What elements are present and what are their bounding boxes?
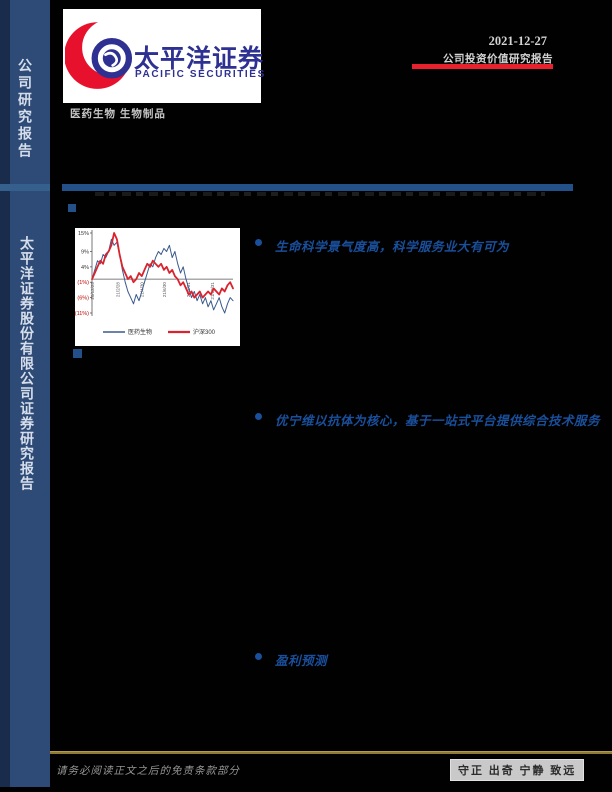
logo-chinese-name: 太平洋证券 — [134, 45, 265, 73]
svg-text:21/2/28: 21/2/28 — [115, 282, 120, 298]
svg-text:沪深300: 沪深300 — [193, 328, 216, 336]
bullet-dot-icon — [255, 653, 262, 660]
left-sidebar: 公司研究报告 太平洋证券股份有限公司证券研究报告 — [0, 0, 50, 787]
footer-motto-badge: 守正 出奇 宁静 致远 — [450, 759, 585, 781]
sidebar-report-category: 公司研究报告 — [16, 58, 31, 160]
svg-text:20/12/25: 20/12/25 — [90, 282, 95, 300]
svg-text:(6%): (6%) — [77, 296, 89, 302]
key-point-item: 生命科学景气度高，科学服务业大有可为 — [255, 236, 509, 255]
logo-english-name: PACIFIC SECURITIES — [135, 69, 266, 80]
company-logo-box: 太平洋证券 PACIFIC SECURITIES — [63, 9, 266, 103]
key-point-text: 优宁维以抗体为核心，基于一站式平台提供综合技术服务 — [275, 414, 601, 428]
industry-label: 医药生物 生物制品 — [70, 108, 166, 120]
svg-text:4%: 4% — [81, 265, 89, 271]
footer-disclaimer: 请务必阅读正文之后的免责条款部分 — [56, 766, 240, 777]
section-bullet-square — [68, 204, 76, 212]
svg-text:(1%): (1%) — [77, 280, 89, 286]
svg-text:(11%): (11%) — [75, 311, 89, 317]
footer-gold-rule — [50, 751, 612, 754]
key-point-text: 生命科学景气度高，科学服务业大有可为 — [275, 240, 510, 254]
red-underline-rule — [412, 64, 553, 69]
obscured-title-fragments — [95, 192, 545, 196]
report-type-label: 公司投资价值研究报告 — [443, 53, 553, 65]
svg-text:21/8/31: 21/8/31 — [186, 282, 191, 298]
pacific-securities-logo-icon — [65, 19, 137, 89]
svg-text:9%: 9% — [81, 249, 89, 255]
key-point-item: 优宁维以抗体为核心，基于一站式平台提供综合技术服务 — [255, 410, 600, 429]
bullet-dot-icon — [255, 413, 262, 420]
svg-text:21/6/30: 21/6/30 — [162, 282, 167, 298]
sidebar-company-name: 太平洋证券股份有限公司证券研究报告 — [18, 236, 33, 491]
svg-text:医药生物: 医药生物 — [128, 328, 152, 336]
sidebar-divider-band — [0, 184, 50, 191]
svg-text:21/4/30: 21/4/30 — [139, 282, 144, 298]
key-point-item: 盈利预测 — [255, 650, 327, 669]
key-point-text: 盈利预测 — [275, 654, 328, 668]
section-divider-rule — [62, 184, 573, 191]
section-bullet-square — [73, 349, 82, 358]
bullet-dot-icon — [255, 239, 262, 246]
svg-text:15%: 15% — [78, 231, 89, 237]
performance-chart: 15% 9% 4% (1%) (6%) (11%) 20/12/25 21/2/28 21/4/… — [75, 228, 240, 346]
report-date: 2021-12-27 — [488, 34, 547, 48]
performance-chart-svg: 15% 9% 4% (1%) (6%) (11%) 20/12/25 21/2/28 21/4/… — [75, 230, 234, 336]
